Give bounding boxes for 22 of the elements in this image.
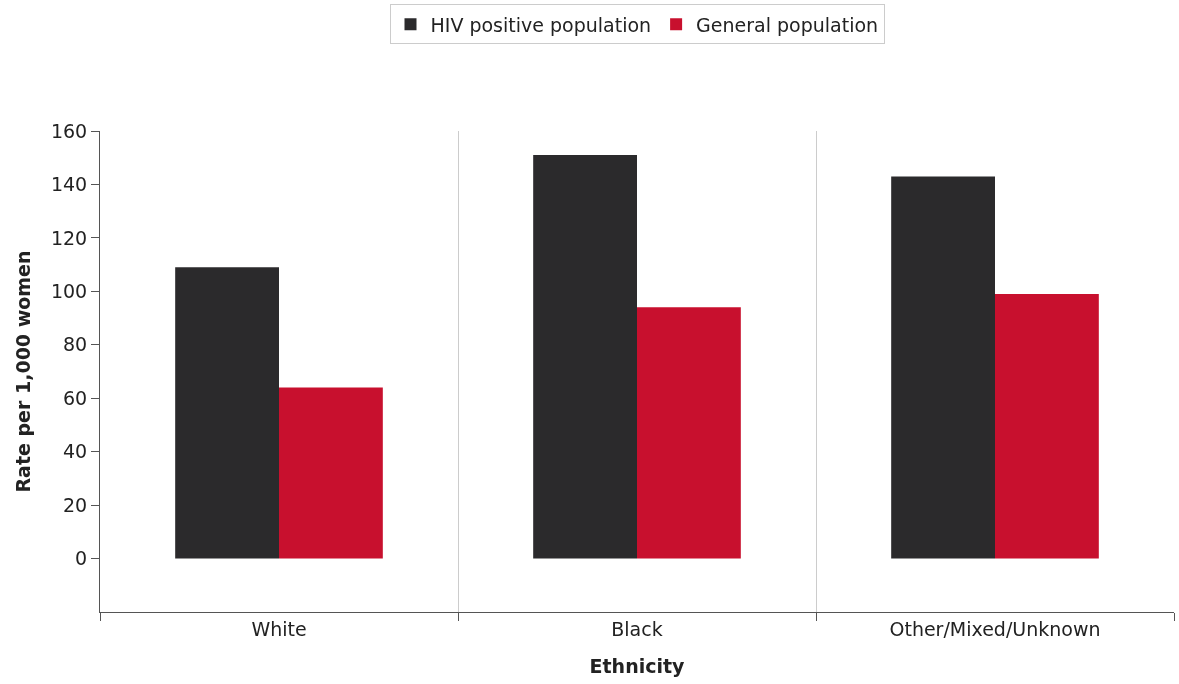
y-tick-label: 120 — [50, 226, 88, 249]
legend-label: HIV positive population — [430, 13, 652, 36]
x-tick-label: Other/Mixed/Unknown — [889, 617, 1101, 640]
y-tick-label: 160 — [50, 119, 88, 142]
y-tick-label: 100 — [50, 279, 88, 302]
y-axis-title: Rate per 1,000 women — [11, 250, 34, 493]
legend-label: General population — [696, 13, 879, 36]
bar — [995, 294, 1099, 559]
bar — [637, 307, 741, 559]
bar — [891, 176, 995, 559]
y-tick-label: 80 — [63, 333, 88, 356]
y-tick-label: 0 — [75, 547, 88, 570]
y-tick-label: 20 — [63, 493, 88, 516]
x-tick-label: White — [251, 617, 307, 640]
bar — [175, 267, 279, 559]
y-tick-label: 40 — [63, 440, 88, 463]
y-tick-label: 60 — [63, 386, 88, 409]
x-axis-title: Ethnicity — [589, 654, 686, 677]
x-tick-label: Black — [611, 617, 663, 640]
bar — [279, 387, 383, 559]
bar — [533, 155, 637, 559]
y-tick-label: 140 — [50, 173, 88, 196]
